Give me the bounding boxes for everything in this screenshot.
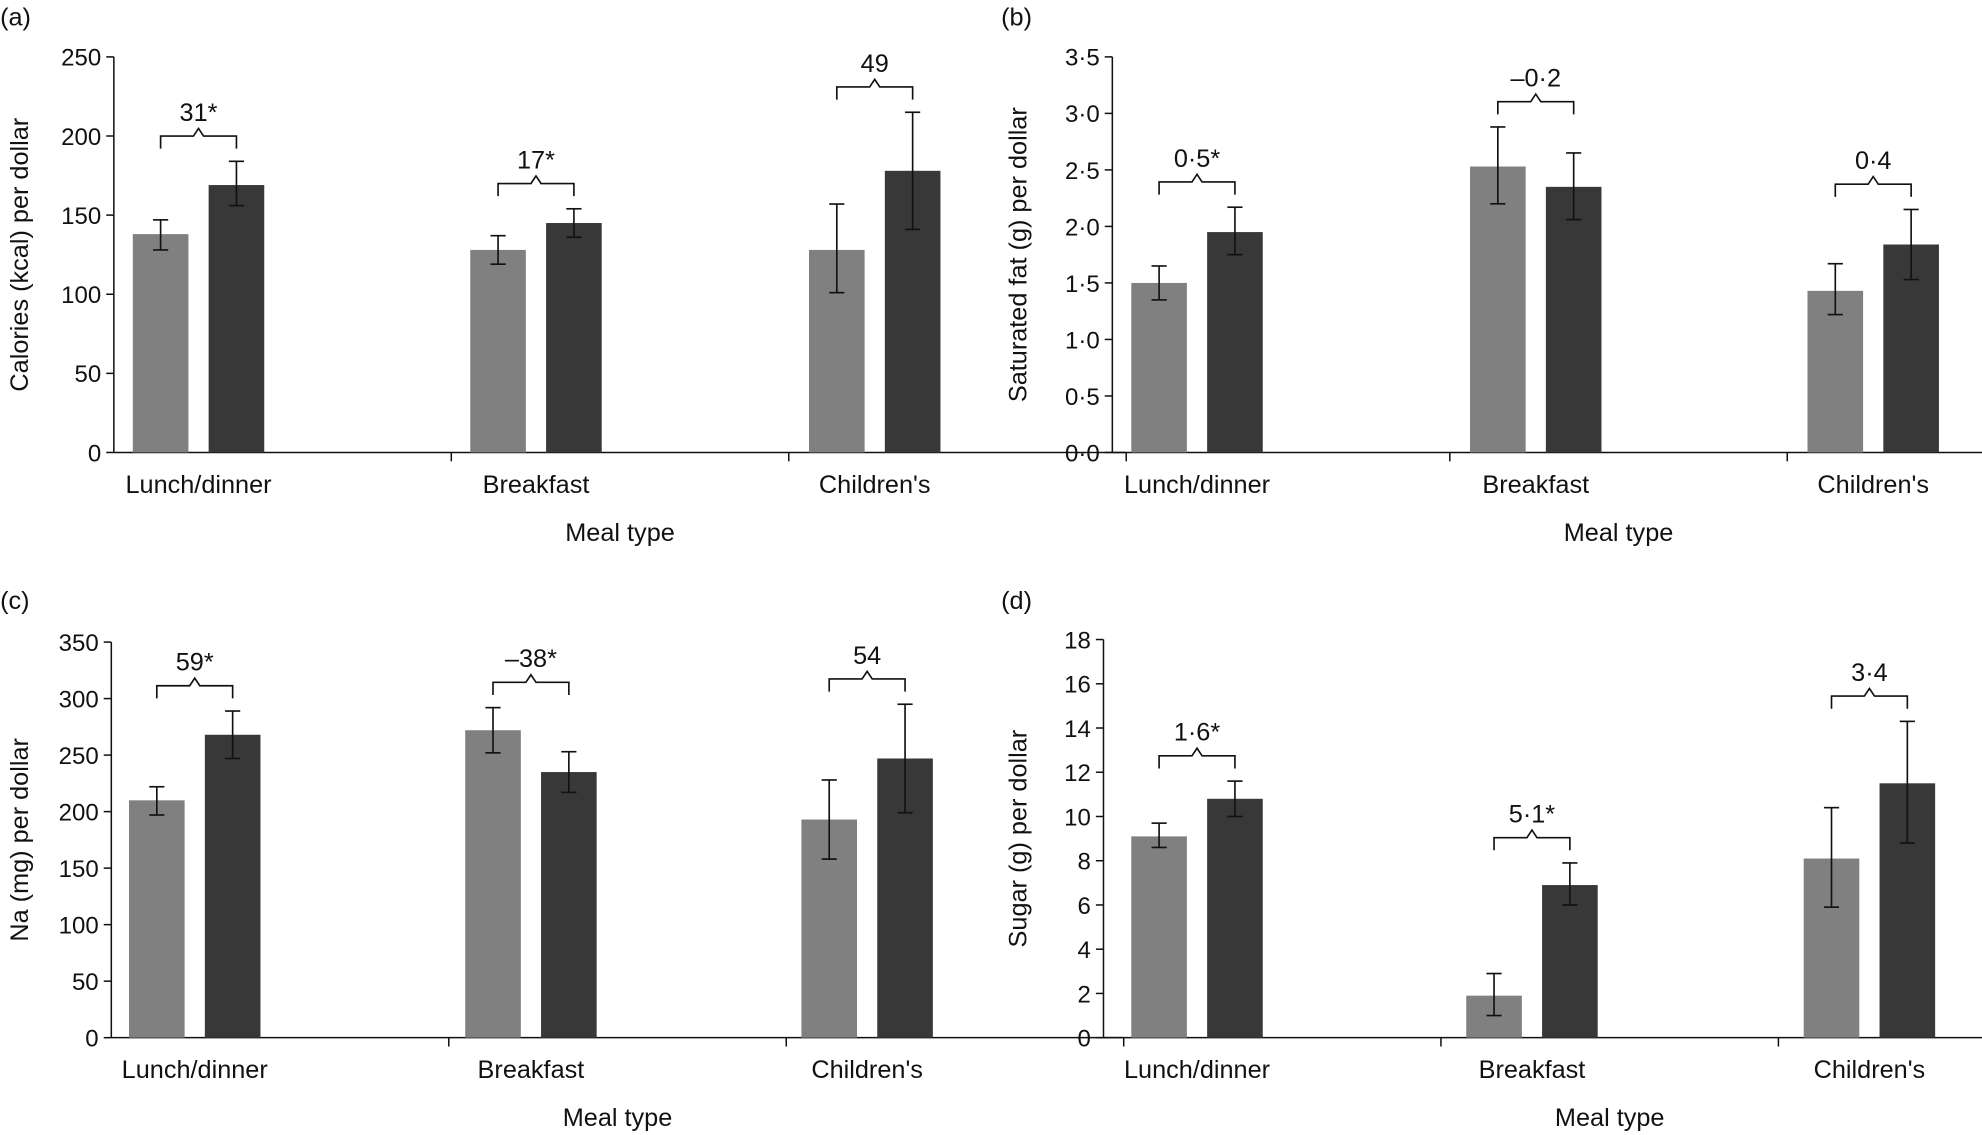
y-axis-label: Saturated fat (g) per dollar	[1004, 107, 1032, 402]
y-tick-label: 250	[61, 45, 101, 72]
panel-label: (d)	[1001, 587, 1032, 615]
bar	[1542, 885, 1598, 1038]
y-tick-label: 300	[59, 686, 99, 713]
y-tick-label: 50	[72, 969, 99, 996]
bar	[1470, 166, 1526, 453]
x-tick-label: Breakfast	[478, 1056, 585, 1084]
y-tick-label: 0	[88, 440, 101, 467]
panel-label: (c)	[0, 587, 29, 615]
bar	[1131, 282, 1187, 453]
x-tick-label: Breakfast	[1479, 1056, 1586, 1084]
significance-bracket	[1830, 687, 1909, 709]
difference-annotation: 31*	[180, 99, 218, 127]
x-axis-label: Meal type	[1564, 519, 1674, 547]
significance-bracket	[1493, 828, 1571, 851]
bar	[1807, 290, 1864, 453]
bar	[470, 249, 526, 453]
significance-bracket	[155, 676, 234, 699]
y-tick-label: 0	[1077, 1026, 1090, 1053]
significance-bracket	[835, 77, 914, 100]
y-tick-label: 0	[85, 1026, 98, 1053]
bar	[204, 734, 261, 1038]
significance-bracket	[1158, 746, 1236, 769]
x-tick-label: Lunch/dinner	[125, 471, 271, 499]
significance-bracket	[1834, 175, 1912, 197]
y-tick-label: 3·5	[1065, 45, 1100, 72]
difference-annotation: 0·4	[1855, 147, 1892, 175]
y-tick-label: 2	[1077, 981, 1090, 1008]
y-axis-label: Calories (kcal) per dollar	[6, 118, 34, 392]
x-tick-label: Lunch/dinner	[122, 1056, 268, 1084]
y-tick-label: 250	[59, 743, 99, 770]
y-tick-label: 0·0	[1065, 440, 1100, 467]
y-tick-label: 1·0	[1065, 327, 1100, 354]
y-tick-label: 1·5	[1065, 271, 1100, 298]
bar	[1207, 232, 1263, 453]
difference-annotation: 5·1*	[1509, 800, 1556, 828]
y-tick-label: 12	[1064, 760, 1091, 787]
x-tick-label: Lunch/dinner	[1124, 471, 1270, 499]
x-tick-label: Children's	[1814, 1056, 1926, 1084]
difference-annotation: 49	[861, 50, 889, 78]
difference-annotation: 59*	[176, 649, 214, 677]
y-tick-label: 8	[1077, 849, 1090, 876]
bar	[132, 234, 189, 453]
y-tick-label: 6	[1077, 893, 1090, 920]
difference-annotation: 54	[853, 642, 881, 670]
difference-annotation: 3·4	[1851, 659, 1888, 687]
difference-annotation: –0·2	[1510, 65, 1561, 93]
difference-annotation: 0·5*	[1174, 145, 1221, 173]
y-tick-label: 100	[59, 912, 99, 939]
y-tick-label: 4	[1077, 937, 1090, 964]
x-tick-label: Children's	[811, 1056, 923, 1084]
x-axis-label: Meal type	[565, 519, 675, 547]
x-tick-label: Children's	[819, 471, 931, 499]
y-tick-label: 100	[61, 282, 101, 309]
significance-bracket	[159, 126, 238, 149]
difference-annotation: –38*	[505, 645, 557, 673]
bar	[546, 223, 602, 453]
x-tick-label: Lunch/dinner	[1124, 1056, 1270, 1084]
x-axis-label: Meal type	[563, 1104, 673, 1132]
y-tick-label: 18	[1064, 627, 1091, 654]
y-tick-label: 16	[1064, 672, 1091, 699]
bar	[1131, 836, 1187, 1038]
difference-annotation: 1·6*	[1174, 719, 1221, 747]
bar	[129, 800, 185, 1038]
y-axis-label: Sugar (g) per dollar	[1004, 730, 1032, 948]
bar	[208, 185, 265, 453]
y-tick-label: 150	[61, 203, 101, 230]
significance-bracket	[1497, 92, 1575, 115]
y-tick-label: 50	[74, 361, 101, 388]
panel-label: (a)	[0, 3, 31, 31]
x-axis-label: Meal type	[1555, 1104, 1665, 1132]
bar	[541, 772, 597, 1038]
y-tick-label: 14	[1064, 716, 1091, 743]
difference-annotation: 17*	[517, 146, 555, 174]
x-tick-label: Breakfast	[483, 471, 590, 499]
bar	[1545, 186, 1602, 453]
y-tick-label: 10	[1064, 804, 1091, 831]
y-tick-label: 350	[59, 630, 99, 657]
y-tick-label: 0·5	[1065, 384, 1100, 411]
y-axis-label: Na (mg) per dollar	[6, 738, 34, 942]
x-tick-label: Breakfast	[1482, 471, 1589, 499]
significance-bracket	[492, 673, 570, 695]
y-tick-label: 2·5	[1065, 158, 1100, 185]
significance-bracket	[828, 669, 906, 692]
panel-label: (b)	[1001, 3, 1032, 31]
bar	[465, 730, 521, 1038]
y-tick-label: 200	[61, 124, 101, 151]
significance-bracket	[1158, 172, 1236, 195]
y-tick-label: 150	[59, 856, 99, 883]
y-tick-label: 2·0	[1065, 214, 1100, 241]
significance-bracket	[497, 174, 575, 197]
x-tick-label: Children's	[1817, 471, 1929, 499]
bar	[1207, 798, 1263, 1038]
y-tick-label: 3·0	[1065, 101, 1100, 128]
y-tick-label: 200	[59, 799, 99, 826]
